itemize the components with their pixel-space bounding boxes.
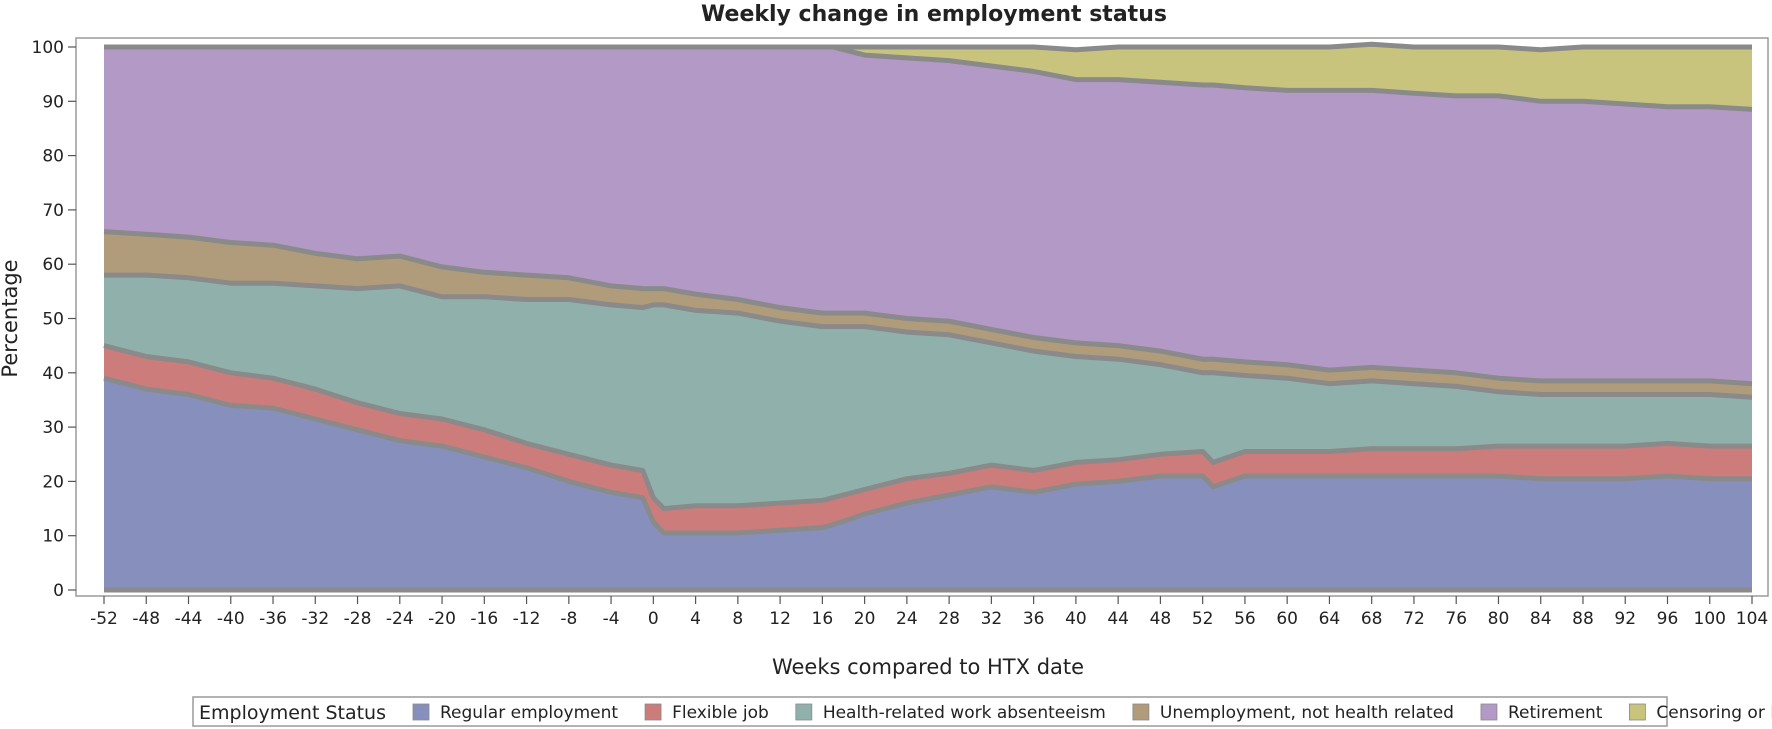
series-boundary-lines — [103, 41, 1753, 593]
legend-swatch-flexible-job — [644, 703, 662, 721]
area-unemployment-not-health-related — [104, 231, 1752, 398]
x-tick-label: -44 — [175, 609, 203, 629]
y-tick-label: 20 — [42, 472, 64, 492]
x-tick-label: -12 — [513, 609, 541, 629]
x-tick-label: 68 — [1361, 609, 1383, 629]
legend-label-flexible-job: Flexible job — [672, 703, 769, 723]
y-tick-label: 100 — [32, 38, 64, 58]
x-tick-label: 100 — [1694, 609, 1726, 629]
x-tick-label: 76 — [1445, 609, 1467, 629]
x-tick-label: 48 — [1150, 609, 1172, 629]
y-axis: 0 10 20 30 40 50 60 70 80 90 100 — [32, 38, 76, 601]
x-tick-label: 0 — [648, 609, 659, 629]
x-tick-label: 84 — [1530, 609, 1552, 629]
y-tick-label: 60 — [42, 255, 64, 275]
x-tick-label: -20 — [428, 609, 456, 629]
x-tick-label: 88 — [1572, 609, 1594, 629]
x-tick-label: 80 — [1488, 609, 1510, 629]
x-tick-label: 64 — [1319, 609, 1341, 629]
legend-swatch-censoring-or-death — [1628, 703, 1646, 721]
x-tick-label: 60 — [1276, 609, 1298, 629]
area-retirement — [104, 47, 1752, 384]
x-tick-label: 20 — [854, 609, 876, 629]
x-tick-label: 28 — [938, 609, 960, 629]
x-tick-label: 92 — [1614, 609, 1636, 629]
y-tick-label: 0 — [53, 581, 64, 601]
x-tick-label: -52 — [90, 609, 118, 629]
x-tick-label: -8 — [560, 609, 577, 629]
x-tick-label: -4 — [603, 609, 620, 629]
x-tick-label: 52 — [1192, 609, 1214, 629]
x-axis: -52 -48 -44 -40 -36 -32 -28 -24 -20 -16 -12 -8 -4 0 4 8… — [90, 596, 1768, 629]
x-tick-label: -48 — [132, 609, 160, 629]
x-tick-label: 40 — [1065, 609, 1087, 629]
y-tick-label: 30 — [42, 418, 64, 438]
legend-swatch-health-related-work-absenteeism — [795, 703, 813, 721]
y-tick-label: 10 — [42, 527, 64, 547]
x-tick-label: -36 — [259, 609, 287, 629]
boundary-line-1 — [103, 375, 1752, 536]
legend-label-retirement: Retirement — [1508, 703, 1603, 723]
area-flexible-job — [104, 345, 1752, 533]
legend-swatch-retirement — [1480, 703, 1498, 721]
legend-label-unemployment-not-health-related: Unemployment, not health related — [1160, 703, 1454, 723]
legend-title: Employment Status — [199, 702, 386, 724]
y-tick-label: 80 — [42, 147, 64, 167]
boundary-line-6 — [104, 41, 1752, 53]
chart-title: Weekly change in employment status — [701, 2, 1167, 27]
legend-label-health-related-work-absenteeism: Health-related work absenteeism — [823, 703, 1106, 723]
x-tick-label: 44 — [1107, 609, 1129, 629]
boundary-line-3 — [104, 272, 1753, 400]
y-tick-label: 90 — [42, 92, 64, 112]
legend-label-censoring-or-death: Censoring or Death — [1656, 703, 1772, 723]
plot-frame — [75, 37, 1769, 597]
y-tick-label: 40 — [42, 364, 64, 384]
x-tick-label: 56 — [1234, 609, 1256, 629]
legend-frame — [192, 696, 1668, 727]
x-tick-label: -24 — [386, 609, 414, 629]
x-tick-label: -28 — [344, 609, 372, 629]
x-tick-label: 104 — [1736, 609, 1768, 629]
x-tick-label: 12 — [769, 609, 791, 629]
y-axis-title: Percentage — [0, 259, 22, 377]
x-tick-label: 24 — [896, 609, 918, 629]
x-tick-label: 4 — [690, 609, 701, 629]
x-axis-title: Weeks compared to HTX date — [772, 655, 1084, 679]
y-tick-label: 70 — [42, 201, 64, 221]
area-layers — [104, 44, 1752, 590]
legend: Employment Status Regular employment Flex… — [192, 696, 1772, 727]
area-censoring-or-death — [104, 44, 1752, 110]
area-regular-employment — [104, 378, 1752, 590]
x-tick-label: 96 — [1657, 609, 1679, 629]
legend-label-regular-employment: Regular employment — [440, 703, 618, 723]
x-tick-label: 72 — [1403, 609, 1425, 629]
x-tick-label: 16 — [812, 609, 834, 629]
legend-items: Regular employment Flexible job Health-rel… — [412, 703, 1772, 723]
x-tick-label: 32 — [981, 609, 1003, 629]
x-tick-label: 36 — [1023, 609, 1045, 629]
x-tick-label: 8 — [732, 609, 743, 629]
legend-swatch-regular-employment — [412, 703, 430, 721]
boundary-line-2 — [103, 343, 1752, 512]
x-tick-label: -32 — [301, 609, 329, 629]
legend-swatch-unemployment-not-health-related — [1132, 703, 1150, 721]
y-tick-label: 50 — [42, 310, 64, 330]
boundary-line-4 — [103, 229, 1753, 387]
x-tick-label: -40 — [217, 609, 245, 629]
x-tick-label: -16 — [470, 609, 498, 629]
